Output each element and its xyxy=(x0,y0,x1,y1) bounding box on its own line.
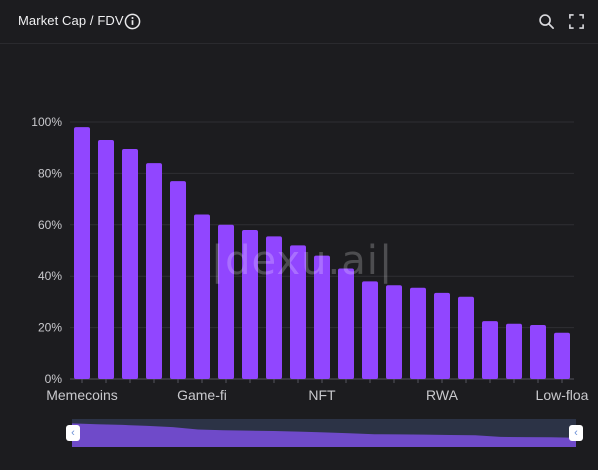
zoom-slider-track[interactable] xyxy=(72,419,576,447)
y-tick-label: 20% xyxy=(38,321,62,335)
bar xyxy=(530,325,546,379)
y-tick-label: 60% xyxy=(38,218,62,232)
bar xyxy=(74,127,90,379)
search-icon[interactable] xyxy=(538,13,555,30)
zoom-handle-left[interactable]: ‹ xyxy=(66,425,80,441)
x-tick-label: Game-fi xyxy=(177,387,227,403)
bar xyxy=(218,224,234,379)
bar xyxy=(506,323,522,379)
y-tick-label: 80% xyxy=(38,166,62,180)
bar xyxy=(338,268,354,379)
bar xyxy=(314,255,330,379)
bar-chart: 0% 20% 40% 60% 80% 100% Memecoins Game-fi NFT RWA… xyxy=(31,115,589,403)
bar xyxy=(362,281,378,379)
x-tick-label: Memecoins xyxy=(46,387,118,403)
bar xyxy=(170,181,186,379)
bar xyxy=(194,214,210,379)
zoom-preview-area xyxy=(72,423,576,447)
bar xyxy=(242,229,258,379)
bar xyxy=(386,285,402,379)
bar xyxy=(122,148,138,379)
zoom-handle-right[interactable]: ‹ xyxy=(569,425,583,441)
bar xyxy=(266,236,282,379)
y-tick-label: 40% xyxy=(38,269,62,283)
bar xyxy=(146,163,162,379)
chart-title: Market Cap / FDV xyxy=(18,13,124,28)
bar xyxy=(482,321,498,379)
expand-icon[interactable] xyxy=(568,13,585,30)
bar xyxy=(98,139,114,379)
watermark: |dexu.ai| xyxy=(211,238,394,284)
bar xyxy=(554,332,570,379)
bar xyxy=(434,292,450,379)
y-tick-label: 100% xyxy=(31,115,62,129)
x-tick-label: RWA xyxy=(426,387,459,403)
bar xyxy=(410,287,426,379)
bar xyxy=(290,245,306,379)
y-tick-label: 0% xyxy=(45,372,63,386)
x-tick-label: NFT xyxy=(308,387,336,403)
zoom-slider-preview xyxy=(72,423,576,447)
chart-header: Market Cap / FDV xyxy=(0,0,598,44)
bar xyxy=(458,296,474,379)
x-tick-label: Low-floa xyxy=(536,387,589,403)
info-icon[interactable] xyxy=(124,13,141,30)
